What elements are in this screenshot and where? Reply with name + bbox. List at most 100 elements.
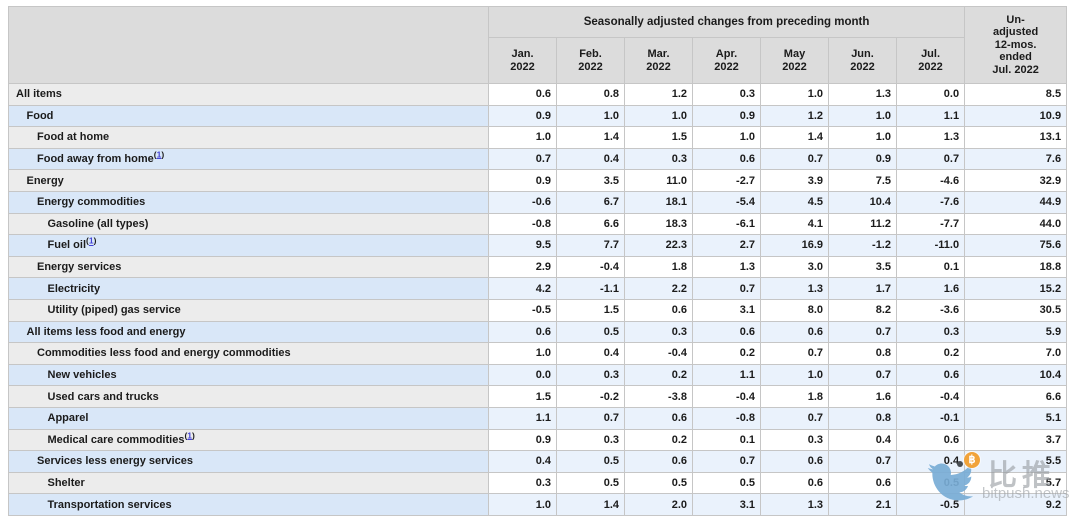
value-cell: -0.8 bbox=[692, 406, 761, 430]
row-footnote: (1) bbox=[154, 149, 164, 159]
value-cell: 0.7 bbox=[828, 450, 897, 473]
value-cell: 0.3 bbox=[556, 428, 625, 452]
value-cell: 8.2 bbox=[828, 298, 897, 322]
row-label-cell: Used cars and trucks bbox=[8, 385, 489, 408]
row-footnote: (1) bbox=[184, 430, 194, 440]
table-row: Energy services 2.9 -0.4 1.8 1.3 3.0 3.5… bbox=[8, 255, 1068, 279]
value-cell: -0.5 bbox=[488, 298, 557, 322]
value-cell: 0.9 bbox=[828, 147, 897, 171]
table-header: Seasonally adjusted changes from precedi… bbox=[8, 6, 1068, 84]
value-cell: 1.3 bbox=[828, 83, 897, 106]
value-cell: -3.8 bbox=[624, 385, 693, 408]
value-cell: 0.5 bbox=[556, 320, 625, 344]
value-cell: 1.0 bbox=[624, 104, 693, 128]
value-cell: 0.9 bbox=[488, 428, 557, 452]
table-row: Fuel oil(1) 9.5 7.7 22.3 2.7 16.9 -1.2 -… bbox=[8, 234, 1068, 257]
value-cell: 4.1 bbox=[760, 212, 829, 236]
row-label-cell: All items less food and energy bbox=[8, 320, 489, 344]
row-label: Fuel oil bbox=[47, 239, 87, 252]
value-cell: 0.8 bbox=[556, 83, 625, 106]
value-cell: 0.5 bbox=[624, 471, 693, 495]
value-cell: -7.7 bbox=[895, 212, 966, 236]
table-row: Food at home 1.0 1.4 1.5 1.0 1.4 1.0 1.3… bbox=[8, 126, 1068, 149]
value-cell: 30.5 bbox=[964, 298, 1068, 322]
value-cell: 0.6 bbox=[488, 83, 557, 106]
value-cell: -0.6 bbox=[488, 190, 557, 214]
value-cell: 1.1 bbox=[895, 104, 966, 128]
value-cell: 0.6 bbox=[828, 471, 897, 495]
value-cell: 1.6 bbox=[828, 385, 897, 408]
value-cell: 3.1 bbox=[692, 298, 761, 322]
value-cell: 0.3 bbox=[895, 320, 966, 344]
value-cell: 0.2 bbox=[895, 342, 966, 365]
value-cell: 0.7 bbox=[488, 147, 557, 171]
row-label: Commodities less food and energy commodi… bbox=[37, 347, 291, 360]
value-cell: 1.3 bbox=[895, 126, 966, 149]
row-label-cell: Energy commodities bbox=[8, 190, 489, 214]
value-cell: 0.4 bbox=[556, 342, 625, 365]
value-cell: -0.8 bbox=[488, 212, 557, 236]
value-cell: 11.2 bbox=[828, 212, 897, 236]
table-row: Transportation services 1.0 1.4 2.0 3.1 … bbox=[8, 493, 1068, 516]
value-cell: -0.2 bbox=[556, 385, 625, 408]
row-label-cell: Gasoline (all types) bbox=[8, 212, 489, 236]
row-label: Food bbox=[26, 109, 54, 122]
unadjusted-header: Un- adjusted 12-mos. ended Jul. 2022 bbox=[964, 6, 1068, 84]
value-cell: 7.0 bbox=[964, 342, 1068, 365]
value-cell: 1.5 bbox=[624, 126, 693, 149]
value-cell: -3.6 bbox=[895, 298, 966, 322]
value-cell: 0.6 bbox=[624, 298, 693, 322]
value-cell: 0.3 bbox=[556, 363, 625, 387]
value-cell: -0.5 bbox=[895, 493, 966, 516]
table-row: New vehicles 0.0 0.3 0.2 1.1 1.0 0.7 0.6… bbox=[8, 363, 1068, 387]
value-cell: -11.0 bbox=[895, 234, 966, 257]
value-cell: 1.7 bbox=[828, 277, 897, 300]
month-header-jun: Jun. 2022 bbox=[828, 37, 897, 84]
value-cell: 8.0 bbox=[760, 298, 829, 322]
value-cell: 1.0 bbox=[692, 126, 761, 149]
value-cell: -2.7 bbox=[692, 169, 761, 192]
row-label-cell: Energy bbox=[8, 169, 489, 192]
value-cell: -1.2 bbox=[828, 234, 897, 257]
value-cell: -5.4 bbox=[692, 190, 761, 214]
table-row: All items less food and energy 0.6 0.5 0… bbox=[8, 320, 1068, 344]
row-label: Gasoline (all types) bbox=[47, 217, 149, 230]
footnote-link[interactable]: 1 bbox=[156, 149, 162, 160]
value-cell: 1.3 bbox=[760, 493, 829, 516]
value-cell: 9.2 bbox=[964, 493, 1068, 516]
value-cell: 1.0 bbox=[828, 126, 897, 149]
value-cell: 0.9 bbox=[488, 104, 557, 128]
row-label: Transportation services bbox=[47, 498, 172, 511]
row-label: All items less food and energy bbox=[26, 325, 186, 338]
value-cell: 1.0 bbox=[488, 493, 557, 516]
value-cell: 22.3 bbox=[624, 234, 693, 257]
footnote-link[interactable]: 1 bbox=[88, 235, 94, 246]
value-cell: 0.0 bbox=[895, 83, 966, 106]
footnote-paren-close: ) bbox=[93, 235, 97, 246]
value-cell: 10.9 bbox=[964, 104, 1068, 128]
value-cell: 0.6 bbox=[895, 363, 966, 387]
footnote-link[interactable]: 1 bbox=[187, 430, 193, 441]
row-label-cell: Apparel bbox=[8, 406, 489, 430]
row-label-cell: Food at home bbox=[8, 126, 489, 149]
value-cell: 5.5 bbox=[964, 450, 1068, 473]
value-cell: 10.4 bbox=[828, 190, 897, 214]
month-header-feb: Feb. 2022 bbox=[556, 37, 625, 84]
table-row: All items 0.6 0.8 1.2 0.3 1.0 1.3 0.0 8.… bbox=[8, 83, 1068, 106]
value-cell: 7.5 bbox=[828, 169, 897, 192]
row-label: New vehicles bbox=[47, 369, 117, 382]
value-cell: 0.8 bbox=[828, 406, 897, 430]
value-cell: 1.1 bbox=[692, 363, 761, 387]
row-label-cell: Medical care commodities(1) bbox=[8, 428, 489, 452]
value-cell: 6.6 bbox=[964, 385, 1068, 408]
row-label-cell: Commodities less food and energy commodi… bbox=[8, 342, 489, 365]
value-cell: 0.5 bbox=[895, 471, 966, 495]
value-cell: 3.1 bbox=[692, 493, 761, 516]
value-cell: 0.7 bbox=[828, 320, 897, 344]
value-cell: -4.6 bbox=[895, 169, 966, 192]
value-cell: 0.5 bbox=[556, 471, 625, 495]
value-cell: 75.6 bbox=[964, 234, 1068, 257]
value-cell: 0.4 bbox=[895, 450, 966, 473]
value-cell: 0.3 bbox=[624, 320, 693, 344]
value-cell: 1.1 bbox=[488, 406, 557, 430]
